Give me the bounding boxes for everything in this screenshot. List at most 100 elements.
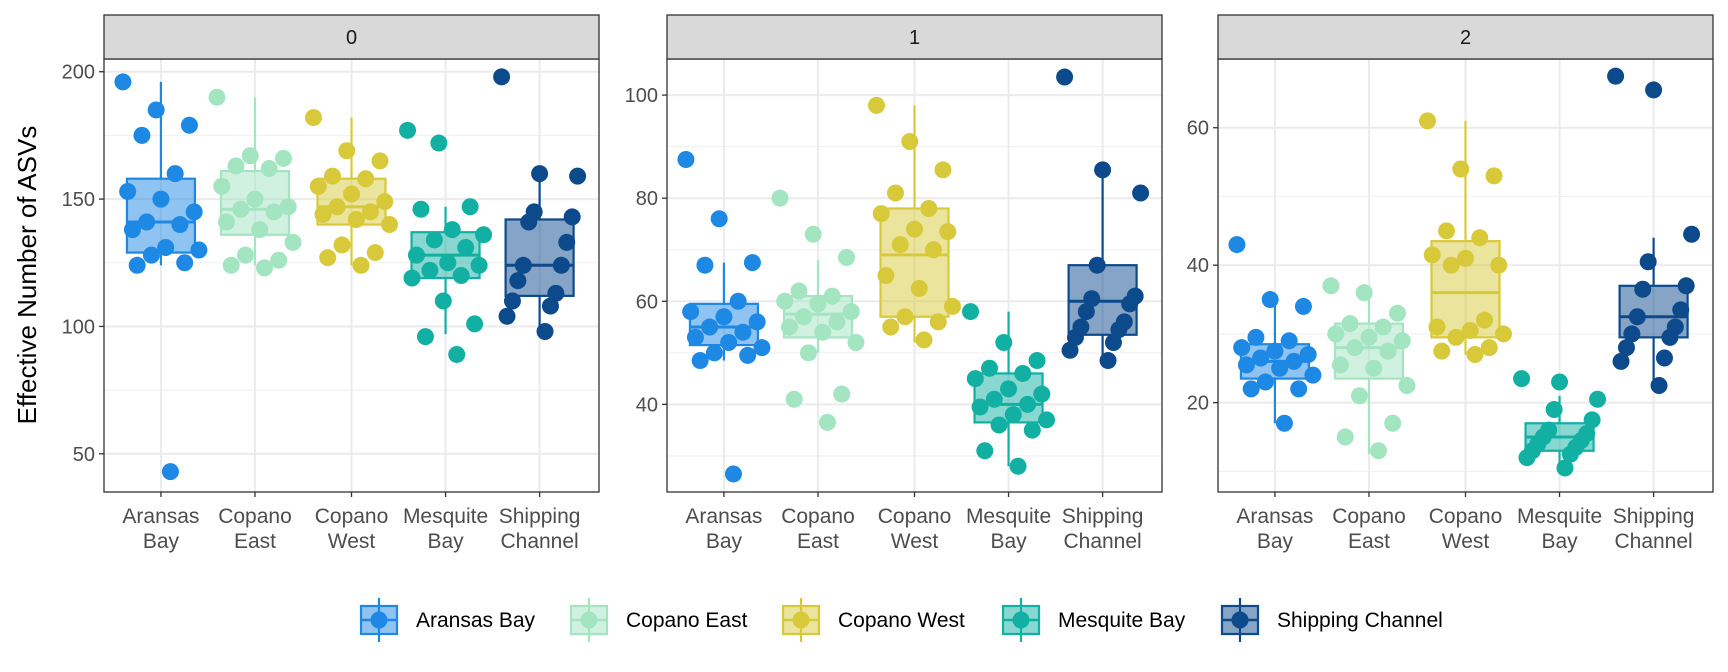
- data-point: [691, 352, 709, 370]
- data-point: [251, 221, 269, 239]
- data-point: [1628, 308, 1646, 326]
- data-point: [1365, 359, 1383, 377]
- data-point: [1476, 311, 1493, 329]
- data-point: [1518, 449, 1536, 467]
- data-point: [682, 303, 700, 321]
- data-point: [710, 210, 728, 228]
- box-group: [1419, 112, 1512, 364]
- box-group: [305, 109, 398, 274]
- data-point: [724, 465, 742, 483]
- data-point: [279, 198, 297, 216]
- data-point: [569, 167, 587, 185]
- data-point: [466, 315, 484, 333]
- data-point: [1583, 411, 1601, 429]
- data-point: [1237, 356, 1255, 374]
- x-tick-label: Copano East: [218, 505, 292, 553]
- data-point: [274, 149, 292, 167]
- data-point: [1355, 284, 1373, 302]
- facet-panel: 2 20 40 60 Aransas Bay Copano East Copano West Mes…: [1187, 14, 1714, 553]
- data-point: [1294, 297, 1312, 315]
- data-point: [520, 213, 538, 231]
- data-point: [1304, 366, 1322, 384]
- data-point: [1379, 342, 1397, 360]
- data-point: [906, 220, 923, 238]
- data-point: [795, 308, 813, 326]
- data-point: [1442, 256, 1460, 274]
- data-point: [213, 177, 231, 195]
- x-tick-label: Copano West: [315, 505, 389, 553]
- data-point: [1398, 376, 1416, 394]
- data-point: [1545, 401, 1563, 419]
- data-point: [246, 190, 264, 208]
- data-point: [531, 165, 549, 183]
- data-point: [1369, 442, 1387, 460]
- data-point: [696, 256, 714, 274]
- data-point: [319, 249, 337, 267]
- data-point: [1004, 406, 1022, 424]
- data-point: [1322, 277, 1340, 295]
- data-point: [362, 203, 379, 221]
- facet-strip-label: 2: [1460, 27, 1471, 49]
- data-point: [547, 284, 565, 302]
- data-point: [241, 147, 259, 165]
- data-point: [412, 200, 430, 218]
- data-point: [809, 295, 827, 313]
- data-point: [771, 189, 789, 207]
- data-point: [142, 246, 160, 264]
- data-point: [701, 318, 719, 336]
- data-point: [421, 261, 439, 279]
- data-point: [910, 279, 928, 297]
- data-point: [971, 398, 989, 416]
- data-point: [1247, 328, 1265, 346]
- data-point: [981, 359, 999, 377]
- data-point: [509, 272, 527, 290]
- data-point: [1513, 370, 1531, 388]
- data-point: [1650, 376, 1668, 394]
- data-point: [1350, 387, 1368, 405]
- data-point: [1252, 349, 1270, 367]
- data-point: [1285, 352, 1303, 370]
- data-point: [1461, 321, 1479, 339]
- data-point: [217, 213, 235, 231]
- data-point: [1028, 352, 1046, 370]
- data-point: [328, 198, 346, 216]
- data-point: [743, 254, 761, 272]
- data-point: [1121, 295, 1139, 313]
- data-point: [753, 339, 771, 357]
- box-group: [1322, 277, 1416, 460]
- data-point: [157, 238, 175, 256]
- data-point: [1000, 380, 1018, 398]
- data-point: [915, 331, 933, 349]
- data-point: [823, 287, 841, 305]
- legend-item: Aransas Bay: [359, 598, 536, 642]
- data-point: [1428, 318, 1446, 336]
- data-point: [814, 323, 832, 341]
- legend-key-point: [370, 611, 388, 629]
- data-point: [1639, 253, 1657, 271]
- x-tick-label: Copano East: [781, 505, 855, 553]
- data-point: [114, 73, 132, 91]
- legend: Aransas Bay Copano East Copano West Mesquit…: [359, 598, 1443, 642]
- data-point: [1607, 67, 1625, 85]
- data-point: [324, 167, 341, 185]
- legend-item: Copano West: [781, 598, 965, 642]
- data-point: [123, 221, 141, 239]
- legend-key-point: [792, 611, 810, 629]
- data-point: [833, 385, 851, 403]
- data-point: [366, 244, 384, 262]
- data-point: [1261, 291, 1279, 309]
- data-point: [1088, 256, 1106, 274]
- x-tick-label: Aransas Bay: [122, 505, 199, 553]
- data-point: [448, 345, 466, 363]
- data-point: [498, 307, 516, 325]
- data-point: [828, 313, 846, 331]
- data-point: [475, 226, 493, 244]
- data-point: [934, 161, 952, 179]
- data-point: [171, 216, 189, 234]
- box-group: [114, 73, 208, 481]
- data-point: [176, 254, 194, 272]
- data-point: [1423, 246, 1441, 264]
- data-point: [790, 282, 808, 300]
- data-point: [939, 223, 957, 241]
